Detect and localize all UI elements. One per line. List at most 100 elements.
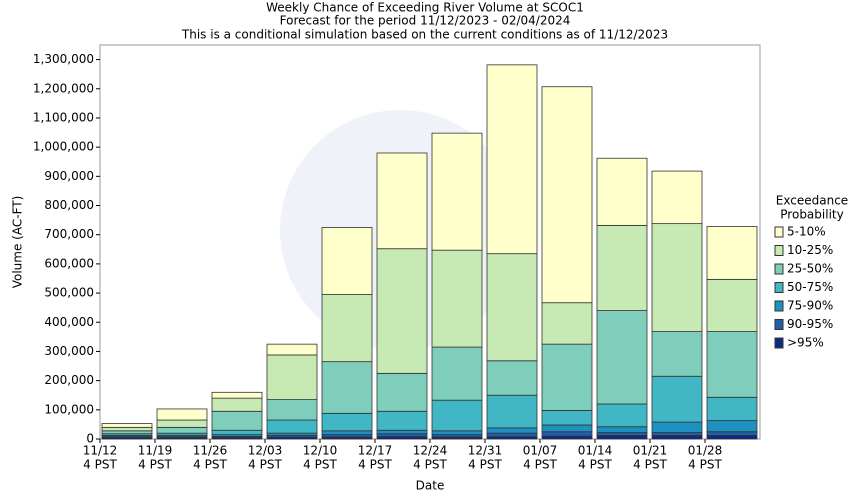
bar-segment (651, 170, 703, 225)
legend-label: 90-95% (787, 317, 833, 331)
y-tick-label: 200,000 (44, 373, 94, 387)
bar-segment (321, 412, 373, 432)
legend-title: Exceedance (776, 194, 848, 208)
y-tick-label: 100,000 (44, 402, 94, 416)
bar-segment (541, 302, 593, 345)
x-tick-suffix: 4 PST (193, 458, 227, 472)
bar-segment (376, 410, 428, 431)
x-tick-label: 11/19 (138, 444, 173, 458)
y-tick-label: 700,000 (44, 227, 94, 241)
y-tick-label: 1,100,000 (33, 110, 94, 124)
bar-segment (376, 372, 428, 412)
bar-segment (651, 432, 703, 436)
y-tick-label: 0 (86, 432, 94, 446)
bar-segment (431, 399, 483, 432)
x-tick-label: 12/10 (303, 444, 338, 458)
bar-segment (596, 426, 648, 433)
y-tick-label: 300,000 (44, 344, 94, 358)
x-tick-suffix: 4 PST (468, 458, 502, 472)
bar-segment (706, 435, 758, 440)
bar-segment (596, 403, 648, 428)
bar-segment (321, 227, 373, 295)
x-tick-suffix: 4 PST (633, 458, 667, 472)
legend-swatch (774, 319, 784, 330)
bar-segment (101, 426, 153, 432)
x-tick-suffix: 4 PST (523, 458, 557, 472)
y-tick-label: 1,300,000 (33, 52, 94, 66)
x-tick-label: 01/28 (688, 444, 723, 458)
legend-swatch (774, 263, 784, 275)
bar-segment (156, 419, 208, 428)
bar-segment (211, 397, 263, 412)
x-tick-suffix: 4 PST (413, 458, 447, 472)
bar-segment (321, 430, 373, 436)
bar-segment (651, 331, 703, 377)
chart-note: This is a conditional simulation based o… (181, 28, 668, 42)
bar-segment (541, 435, 593, 440)
x-tick-label: 01/07 (523, 444, 558, 458)
legend-label: 5-10% (787, 225, 826, 239)
bar-segment (211, 410, 263, 431)
bar-segment (596, 310, 648, 405)
bar-segment (706, 278, 758, 332)
bar-segment (321, 361, 373, 414)
bar-segment (541, 409, 593, 426)
bar-segment (596, 224, 648, 311)
x-tick-label: 12/17 (358, 444, 393, 458)
bar-segment (376, 152, 428, 250)
legend-swatch (774, 337, 784, 349)
legend-label: 25-50% (787, 262, 833, 276)
y-tick-label: 500,000 (44, 286, 94, 300)
bar-segment (651, 375, 703, 423)
x-tick-suffix: 4 PST (578, 458, 612, 472)
bar-segment (266, 419, 318, 434)
bar-segment (266, 399, 318, 421)
bar-segment (596, 435, 648, 440)
bar-segment (431, 249, 483, 348)
y-tick-label: 800,000 (44, 198, 94, 212)
bar-segment (101, 430, 153, 435)
x-tick-suffix: 4 PST (248, 458, 282, 472)
bar-segment (706, 226, 758, 280)
x-tick-label: 11/26 (193, 444, 228, 458)
x-tick-suffix: 4 PST (358, 458, 392, 472)
bar-segment (596, 432, 648, 436)
x-tick-label: 12/31 (468, 444, 503, 458)
y-tick-label: 600,000 (44, 256, 94, 270)
bar-segment (156, 408, 208, 421)
legend-label: >95% (787, 336, 824, 350)
bar-segment (101, 423, 153, 428)
legend-label: 10-25% (787, 243, 833, 257)
bar-segment (486, 427, 538, 434)
bar-segment (596, 157, 648, 226)
y-axis-label: Volume (AC-FT) (11, 196, 25, 289)
bar-segment (376, 248, 428, 374)
bar-segment (211, 429, 263, 436)
bar-segment (266, 343, 318, 356)
bar-segment (376, 429, 428, 435)
bar-segment (541, 86, 593, 304)
bar-segment (486, 432, 538, 438)
bar-segment (706, 331, 758, 398)
bar-segment (266, 354, 318, 400)
bar-segment (431, 346, 483, 401)
bar-segment (486, 253, 538, 362)
bar-segment (486, 394, 538, 429)
bar-segment (321, 294, 373, 363)
chart-subtitle: Forecast for the period 11/12/2023 - 02/… (280, 14, 571, 28)
bar-segment (376, 433, 428, 438)
bar-segment (486, 360, 538, 396)
bar-segment (156, 426, 208, 434)
y-tick-label: 400,000 (44, 315, 94, 329)
x-tick-label: 12/03 (248, 444, 283, 458)
x-tick-label: 12/24 (413, 444, 448, 458)
bar-segment (706, 431, 758, 436)
x-tick-suffix: 4 PST (83, 458, 117, 472)
legend-label: 75-90% (787, 299, 833, 313)
y-tick-label: 1,000,000 (33, 140, 94, 154)
bar-segment (211, 391, 263, 399)
x-tick-suffix: 4 PST (688, 458, 722, 472)
legend-swatch (774, 300, 784, 312)
legend-swatch (774, 282, 784, 293)
